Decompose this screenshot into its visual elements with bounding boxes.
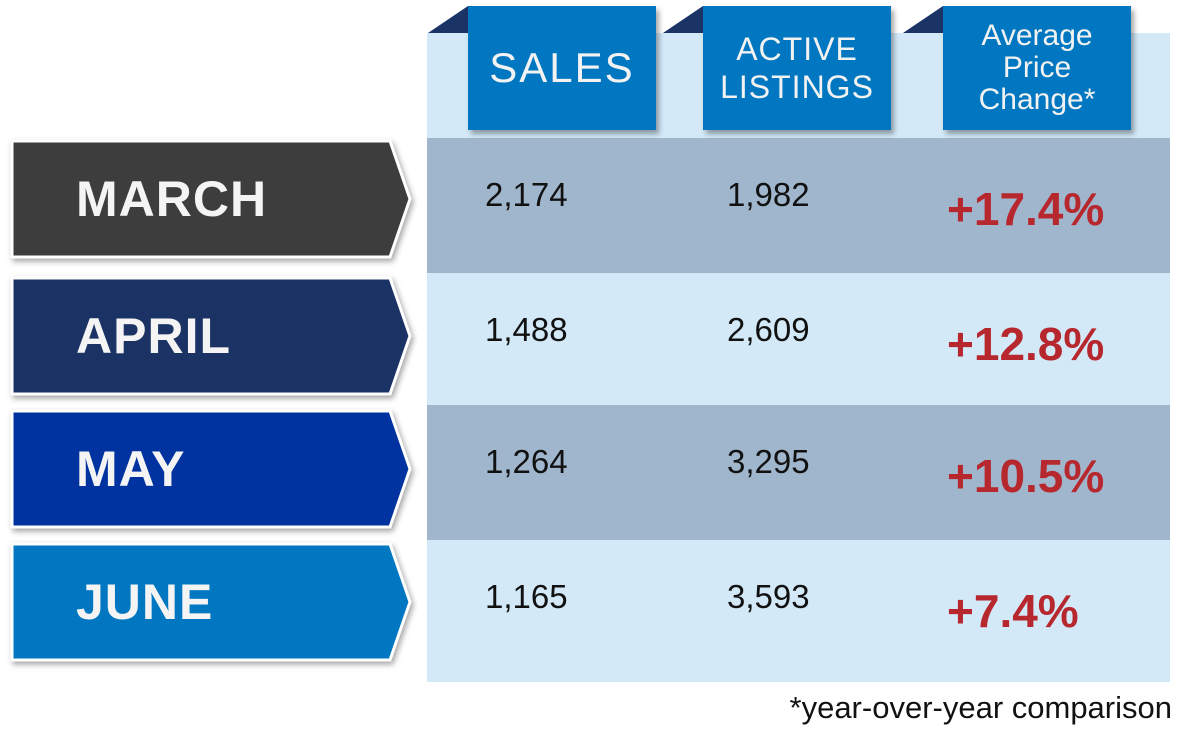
arrow-shape	[10, 542, 412, 662]
month-arrow-may: MAY	[10, 409, 414, 529]
price-change-value: +7.4%	[947, 585, 1079, 637]
row-band-may	[427, 405, 1170, 540]
arrow-shape	[10, 139, 412, 259]
header-fold	[428, 6, 468, 33]
month-arrow-april: APRIL	[10, 276, 414, 396]
arrow-shape	[10, 409, 412, 529]
header-fold	[663, 6, 703, 33]
listings-value: 2,609	[727, 311, 810, 348]
month-arrow-march: MARCH	[10, 139, 414, 259]
month-label: JUNE	[76, 574, 214, 630]
footnote: *year-over-year comparison	[789, 690, 1172, 725]
month-label: MARCH	[76, 171, 268, 227]
row-band-march	[427, 138, 1170, 273]
header-active-listings: ACTIVE LISTINGS	[703, 6, 891, 130]
sales-value: 2,174	[485, 176, 568, 213]
month-label: MAY	[76, 441, 186, 497]
sales-value: 1,264	[485, 443, 568, 480]
price-change-value: +17.4%	[947, 183, 1105, 235]
arrow-shape	[10, 276, 412, 396]
sales-value: 1,165	[485, 578, 568, 615]
listings-value: 1,982	[727, 176, 810, 213]
header-average-price-change: Average Price Change*	[943, 6, 1131, 130]
listings-value: 3,593	[727, 578, 810, 615]
listings-value: 3,295	[727, 443, 810, 480]
sales-value: 1,488	[485, 311, 568, 348]
month-arrow-june: JUNE	[10, 542, 414, 662]
header-fold	[903, 6, 943, 33]
header-sales: SALES	[468, 6, 656, 130]
price-change-value: +12.8%	[947, 318, 1105, 370]
month-label: APRIL	[76, 308, 231, 364]
price-change-value: +10.5%	[947, 450, 1105, 502]
